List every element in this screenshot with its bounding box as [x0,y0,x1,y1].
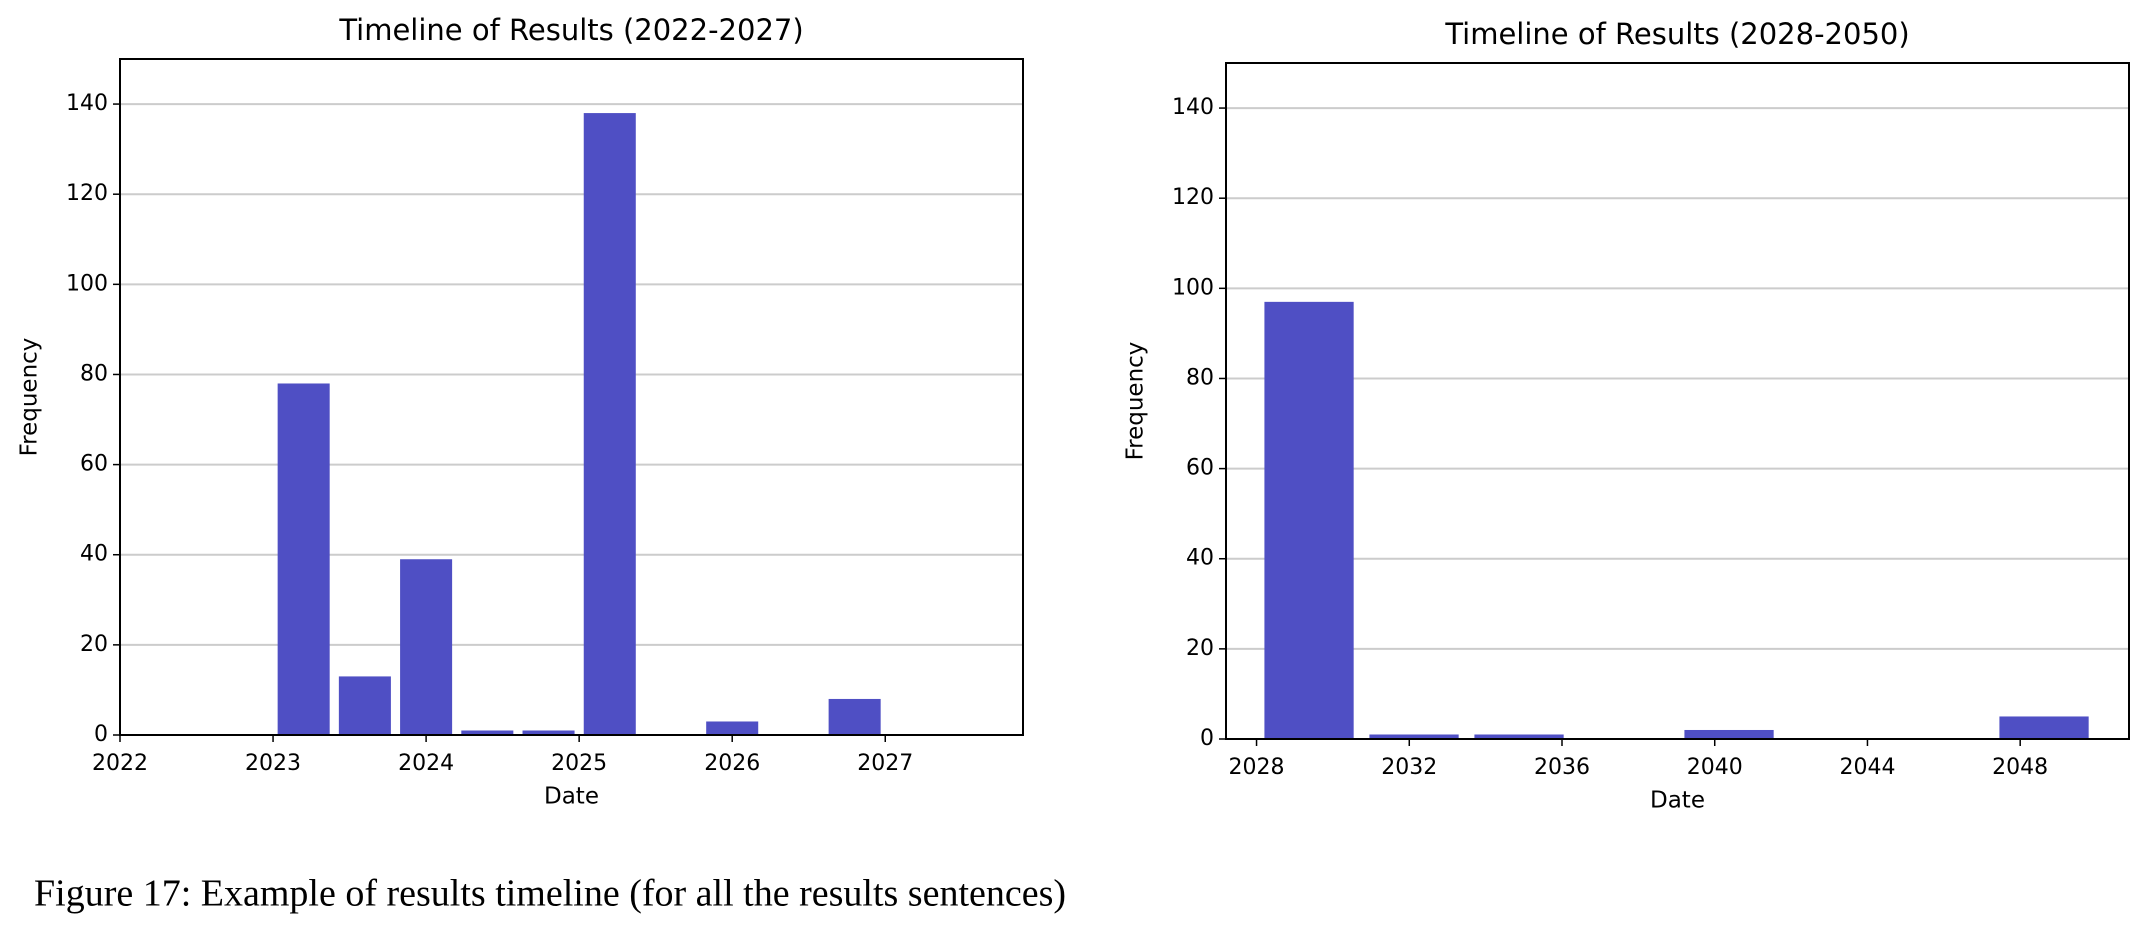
y-axis-label: Frequency [1123,342,1149,461]
bar [522,730,575,735]
y-tick-label: 60 [80,452,108,477]
x-tick-label: 2044 [1839,755,1895,780]
bar [1264,301,1354,739]
plot-frame [119,58,1024,736]
bar [828,698,881,735]
x-tick-label: 2024 [398,751,454,776]
y-tick-label: 100 [66,271,108,296]
y-tick-label: 140 [1172,95,1214,120]
y-tick-label: 20 [80,632,108,657]
bar [277,383,330,735]
bar [1684,729,1774,739]
y-tick-label: 0 [1200,726,1214,751]
bar [1999,716,2089,739]
x-axis-label: Date [1650,788,1705,814]
bar [706,721,759,735]
x-tick-label: 2026 [704,751,760,776]
y-tick-label: 100 [1172,275,1214,300]
y-tick-label: 60 [1186,456,1214,481]
x-tick-label: 2022 [92,751,148,776]
x-tick-label: 2032 [1381,755,1437,780]
chart-title: Timeline of Results (2022-2027) [338,13,803,47]
caption: Figure 17: Example of results timeline (… [34,873,1066,915]
x-axis-label: Date [544,784,599,810]
x-tick-label: 2027 [857,751,913,776]
bar [461,730,514,735]
y-tick-label: 40 [1186,546,1214,571]
bar [583,113,636,735]
x-tick-label: 2028 [1229,755,1285,780]
y-tick-label: 20 [1186,636,1214,661]
y-tick-label: 80 [1186,365,1214,390]
y-tick-label: 120 [66,181,108,206]
y-tick-label: 80 [80,361,108,386]
x-tick-label: 2036 [1534,755,1590,780]
y-tick-label: 0 [94,722,108,747]
bar [338,676,391,735]
x-tick-label: 2048 [1992,755,2048,780]
x-tick-label: 2025 [551,751,607,776]
bar [1474,734,1564,739]
y-axis-label: Frequency [17,338,43,457]
bar [1369,734,1459,739]
chart-title: Timeline of Results (2028-2050) [1444,17,1909,51]
x-tick-label: 2040 [1687,755,1743,780]
y-tick-label: 40 [80,542,108,567]
y-tick-label: 140 [66,91,108,116]
y-tick-label: 120 [1172,185,1214,210]
plot-frame [1225,62,2130,740]
x-tick-label: 2023 [245,751,301,776]
bar [400,559,453,735]
